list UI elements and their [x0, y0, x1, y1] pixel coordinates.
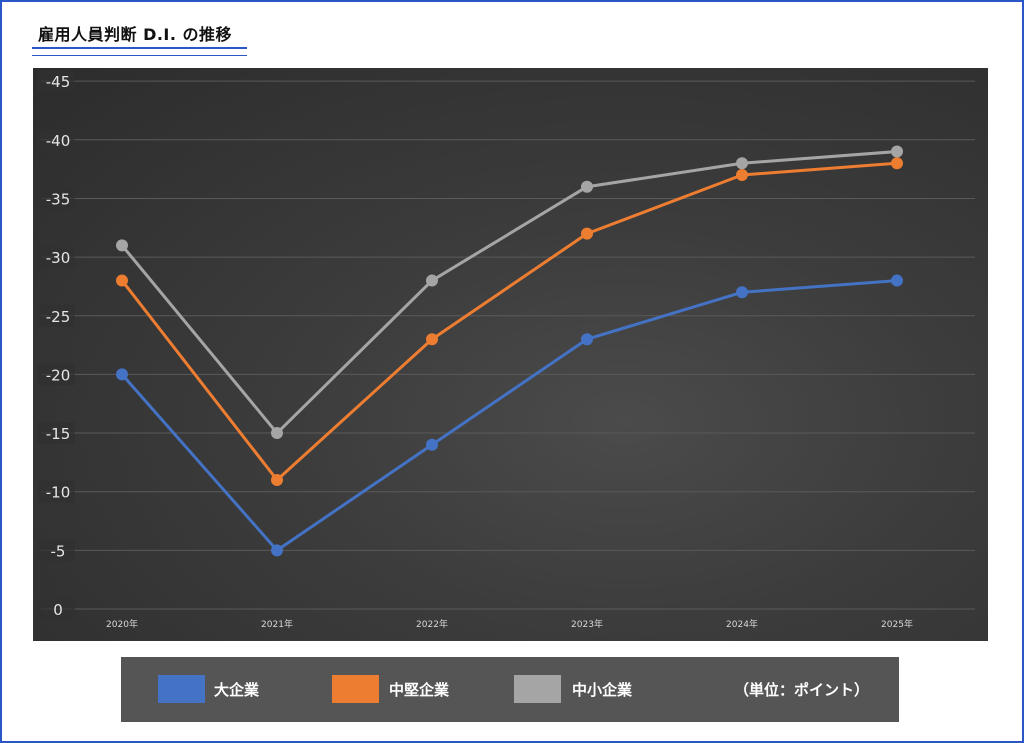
- legend-swatch-midsize: [332, 675, 379, 703]
- y-tick-bg: [37, 304, 75, 327]
- y-tick-label: -10: [46, 484, 71, 502]
- data-point: [426, 333, 438, 346]
- plot-area: 0 -5 -10 -15 -20 -25 -30 -35 -40 -45 2020年 2021年 202…: [33, 68, 988, 641]
- legend-label-midsize: 中堅企業: [389, 681, 450, 699]
- data-point: [581, 333, 593, 346]
- chart-title: 雇用人員判断 D.I. の推移: [38, 25, 233, 44]
- legend-label-small: 中小企業: [572, 681, 633, 699]
- line-chart: 0 -5 -10 -15 -20 -25 -30 -35 -40 -45 2020年 2021年 202…: [37, 70, 975, 630]
- y-tick-bg: [37, 598, 75, 620]
- data-point: [271, 544, 283, 557]
- data-point: [736, 157, 748, 170]
- y-tick-bg: [37, 187, 75, 210]
- series-line-1: [120, 161, 898, 482]
- data-point: [426, 274, 438, 287]
- x-tick-label: 2020年: [106, 618, 138, 630]
- data-point: [116, 368, 128, 381]
- y-tick-bg: [37, 363, 75, 386]
- y-tick-label: -20: [46, 366, 71, 384]
- y-tick-label: -35: [46, 190, 71, 208]
- unit-note: （単位：ポイント）: [734, 681, 870, 699]
- x-tick-label: 2025年: [881, 618, 913, 630]
- data-point: [891, 157, 903, 170]
- data-point: [426, 438, 438, 451]
- y-tick-label: -15: [46, 425, 71, 443]
- series-line-0: [120, 279, 898, 552]
- legend: 大企業 中堅企業 中小企業 （単位：ポイント）: [121, 657, 899, 722]
- data-point: [736, 168, 748, 181]
- series-line-2: [120, 150, 898, 435]
- data-point: [271, 473, 283, 486]
- legend-swatch-small: [514, 675, 561, 703]
- data-point: [116, 239, 128, 252]
- x-tick-label: 2023年: [571, 618, 603, 630]
- title-underline: [32, 47, 247, 56]
- y-tick-bg: [37, 246, 75, 269]
- data-point: [271, 427, 283, 440]
- data-point: [581, 180, 593, 193]
- y-tick-bg: [37, 480, 75, 503]
- y-tick-bg: [37, 539, 75, 562]
- data-point: [116, 274, 128, 287]
- y-tick-label: 0: [53, 601, 63, 619]
- legend-label-large: 大企業: [214, 681, 260, 699]
- y-tick-bg: [37, 70, 75, 93]
- data-point: [891, 274, 903, 287]
- legend-swatch-large: [158, 675, 205, 703]
- y-tick-bg: [37, 128, 75, 151]
- x-tick-label: 2022年: [416, 618, 448, 630]
- data-point: [581, 227, 593, 240]
- x-tick-label: 2021年: [261, 618, 293, 630]
- y-tick-label: -25: [46, 308, 71, 326]
- y-tick-label: -40: [46, 132, 71, 150]
- x-tick-label: 2024年: [726, 618, 758, 630]
- y-tick-label: -5: [51, 542, 66, 560]
- data-point: [891, 145, 903, 158]
- y-tick-label: -45: [46, 73, 71, 91]
- y-tick-bg: [37, 422, 75, 445]
- data-point: [736, 286, 748, 299]
- y-tick-label: -30: [46, 249, 71, 267]
